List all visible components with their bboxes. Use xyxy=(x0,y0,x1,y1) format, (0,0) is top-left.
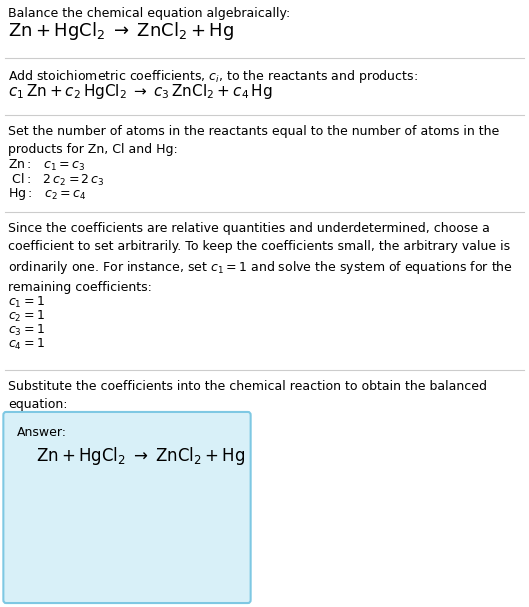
Text: $\mathrm{Zn + HgCl_2 \;\rightarrow\; ZnCl_2 + Hg}$: $\mathrm{Zn + HgCl_2 \;\rightarrow\; ZnC… xyxy=(8,20,234,42)
Text: Since the coefficients are relative quantities and underdetermined, choose a
coe: Since the coefficients are relative quan… xyxy=(8,222,513,294)
FancyBboxPatch shape xyxy=(3,412,251,603)
Text: $c_1 = 1$: $c_1 = 1$ xyxy=(8,295,45,310)
Text: $\;\mathrm{Cl:}\;\;\; 2\,c_2 = 2\,c_3$: $\;\mathrm{Cl:}\;\;\; 2\,c_2 = 2\,c_3$ xyxy=(8,172,105,188)
Text: Balance the chemical equation algebraically:: Balance the chemical equation algebraica… xyxy=(8,7,290,20)
Text: Add stoichiometric coefficients, $c_i$, to the reactants and products:: Add stoichiometric coefficients, $c_i$, … xyxy=(8,68,418,85)
Text: $\mathrm{Zn + HgCl_2 \;\rightarrow\; ZnCl_2 + Hg}$: $\mathrm{Zn + HgCl_2 \;\rightarrow\; ZnC… xyxy=(36,445,245,467)
Text: Set the number of atoms in the reactants equal to the number of atoms in the
pro: Set the number of atoms in the reactants… xyxy=(8,125,499,156)
Text: $c_4 = 1$: $c_4 = 1$ xyxy=(8,337,45,352)
Text: Answer:: Answer: xyxy=(16,426,67,439)
Text: Substitute the coefficients into the chemical reaction to obtain the balanced
eq: Substitute the coefficients into the che… xyxy=(8,380,487,411)
Text: $c_1\,\mathrm{Zn} + c_2\,\mathrm{HgCl_2} \;\rightarrow\; c_3\,\mathrm{ZnCl_2} + : $c_1\,\mathrm{Zn} + c_2\,\mathrm{HgCl_2}… xyxy=(8,82,272,101)
Text: $\mathrm{Hg:}\;\;\; c_2 = c_4$: $\mathrm{Hg:}\;\;\; c_2 = c_4$ xyxy=(8,186,87,202)
Text: $c_2 = 1$: $c_2 = 1$ xyxy=(8,309,45,324)
Text: $\mathrm{Zn:}\;\;\; c_1 = c_3$: $\mathrm{Zn:}\;\;\; c_1 = c_3$ xyxy=(8,158,86,173)
Text: $c_3 = 1$: $c_3 = 1$ xyxy=(8,323,45,338)
